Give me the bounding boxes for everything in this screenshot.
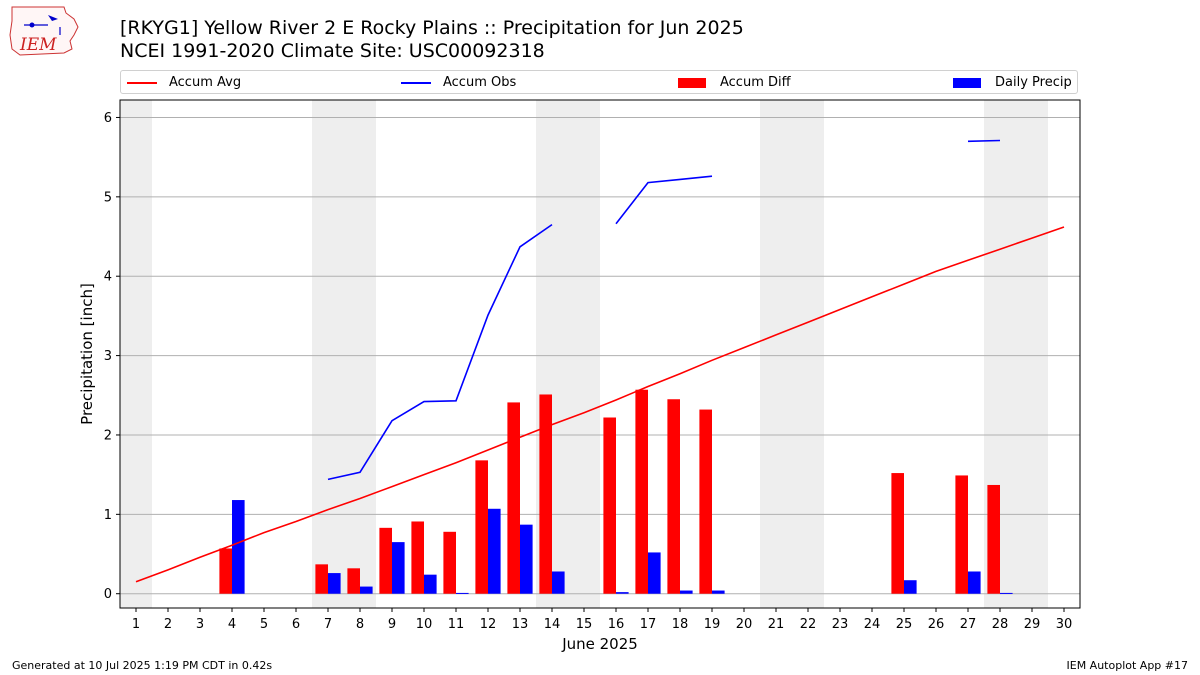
x-tick-label: 8	[356, 617, 364, 632]
x-tick-label: 14	[544, 617, 561, 632]
legend-swatch	[127, 82, 157, 84]
x-tick-label: 9	[388, 617, 396, 632]
chart-title: [RKYG1] Yellow River 2 E Rocky Plains ::…	[120, 17, 744, 39]
x-tick-label: 26	[928, 617, 945, 632]
y-tick-label: 0	[104, 587, 112, 602]
accum-diff-bar	[635, 389, 648, 594]
accum-diff-bar	[987, 484, 1000, 594]
y-tick-label: 1	[104, 508, 112, 523]
x-tick-label: 17	[640, 617, 657, 632]
daily-precip-bar	[328, 573, 341, 594]
x-tick-label: 28	[992, 617, 1009, 632]
legend-swatch	[401, 82, 431, 84]
x-tick-label: 5	[260, 617, 268, 632]
app-credit: IEM Autoplot App #17	[1066, 659, 1189, 672]
weekend-shade	[312, 100, 376, 608]
accum-diff-bar	[539, 394, 552, 594]
daily-precip-bar	[968, 571, 981, 594]
accum-obs-line	[967, 139, 1001, 143]
accum-diff-bar	[443, 531, 456, 594]
x-tick-label: 13	[512, 617, 529, 632]
x-tick-label: 1	[132, 617, 140, 632]
daily-precip-bar	[680, 590, 693, 594]
y-axis-label: Precipitation [inch]	[78, 283, 96, 425]
y-tick-label: 5	[104, 190, 112, 205]
legend-swatch	[953, 78, 981, 88]
accum-diff-bar	[315, 564, 328, 594]
accum-diff-bar	[891, 473, 904, 594]
daily-precip-bar	[392, 542, 405, 594]
daily-precip-bar	[552, 571, 565, 594]
accum-diff-bar	[667, 399, 680, 594]
x-tick-label: 25	[896, 617, 913, 632]
legend-label: Accum Avg	[169, 75, 242, 90]
daily-precip-bar	[232, 500, 245, 594]
x-tick-label: 24	[864, 617, 881, 632]
legend: Accum Avg Accum Obs Accum Diff Daily Pre…	[120, 70, 1078, 94]
x-tick-label: 11	[448, 617, 465, 632]
accum-diff-bar	[475, 460, 488, 594]
y-tick-label: 6	[104, 111, 112, 126]
daily-precip-bar	[616, 592, 629, 594]
accum-diff-bar	[955, 475, 968, 594]
legend-swatch	[678, 78, 706, 88]
x-tick-label: 15	[576, 617, 593, 632]
x-tick-label: 7	[324, 617, 332, 632]
legend-label: Daily Precip	[995, 75, 1072, 90]
legend-label: Accum Obs	[443, 75, 517, 90]
y-tick-label: 2	[104, 428, 112, 443]
iem-logo: IEM	[8, 5, 80, 59]
x-tick-label: 19	[704, 617, 721, 632]
daily-precip-bar	[360, 586, 373, 594]
daily-precip-bar	[424, 574, 437, 594]
x-axis-label: June 2025	[561, 635, 638, 653]
daily-precip-bar	[712, 590, 725, 594]
x-tick-label: 4	[228, 617, 236, 632]
daily-precip-bar	[520, 524, 533, 594]
accum-diff-bar	[603, 417, 616, 594]
legend-label: Accum Diff	[720, 75, 791, 90]
accum-obs-line	[327, 223, 553, 481]
chart-subtitle: NCEI 1991-2020 Climate Site: USC00092318	[120, 40, 545, 62]
daily-precip-bar	[456, 592, 469, 594]
x-tick-label: 20	[736, 617, 753, 632]
generated-timestamp: Generated at 10 Jul 2025 1:19 PM CDT in …	[12, 659, 273, 672]
plot-frame	[119, 99, 1081, 609]
x-tick-label: 6	[292, 617, 300, 632]
accum-diff-bar	[379, 527, 392, 594]
x-tick-label: 30	[1056, 617, 1073, 632]
logo-text: IEM	[19, 35, 57, 55]
x-tick-label: 21	[768, 617, 785, 632]
weekend-shade	[120, 100, 152, 608]
daily-precip-bar	[904, 580, 917, 594]
x-tick-label: 22	[800, 617, 817, 632]
x-tick-label: 3	[196, 617, 204, 632]
accum-diff-bar	[347, 568, 360, 594]
daily-precip-bar	[648, 552, 661, 594]
x-tick-label: 27	[960, 617, 977, 632]
x-tick-label: 12	[480, 617, 497, 632]
y-tick-label: 4	[104, 270, 112, 285]
x-tick-label: 29	[1024, 617, 1041, 632]
accum-obs-line	[615, 175, 713, 225]
accum-avg-line	[135, 226, 1065, 583]
daily-precip-bar	[488, 508, 501, 594]
weekend-shade	[760, 100, 824, 608]
y-tick-label: 3	[104, 349, 112, 364]
accum-diff-bar	[411, 521, 424, 594]
x-tick-label: 2	[164, 617, 172, 632]
x-tick-label: 16	[608, 617, 625, 632]
accum-diff-bar	[219, 548, 232, 594]
accum-diff-bar	[507, 402, 520, 594]
x-tick-label: 23	[832, 617, 849, 632]
accum-diff-bar	[699, 409, 712, 594]
x-tick-label: 18	[672, 617, 689, 632]
x-tick-label: 10	[416, 617, 433, 632]
daily-precip-bar	[1000, 592, 1013, 594]
